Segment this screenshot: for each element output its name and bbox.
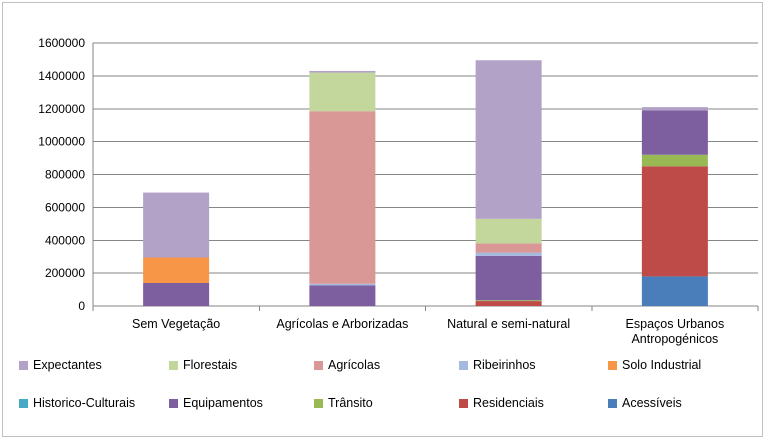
y-tick-label: 200000: [45, 266, 85, 280]
legend-item: Solo Industrial: [608, 358, 701, 372]
legend-item: Florestais: [169, 358, 237, 372]
x-category-label: Sem Vegetação: [132, 317, 220, 331]
legend-label: Expectantes: [33, 358, 102, 372]
legend-item: Historico-Culturais: [19, 396, 135, 410]
bar-segment: [475, 218, 542, 244]
legend-item: Equipamentos: [169, 396, 263, 410]
y-tick-label: 1400000: [38, 69, 85, 83]
legend-item: Expectantes: [19, 358, 102, 372]
legend-label: Acessíveis: [622, 396, 682, 410]
legend-swatch: [459, 360, 468, 370]
bar-segment: [641, 154, 708, 167]
legend-swatch: [459, 398, 468, 408]
bar-segment: [641, 276, 708, 306]
legend-item: Residenciais: [459, 396, 544, 410]
y-tick-label: 1200000: [38, 102, 85, 116]
stacked-bar-chart: 0 200000 400000 600000 800000 1000000 1200000 1…: [38, 36, 759, 346]
x-category-label: Espaços Urbanos Antropogénicos: [626, 317, 725, 346]
bar-segment: [309, 70, 376, 73]
y-tick-label: 1600000: [38, 36, 85, 50]
bar-segment: [143, 257, 210, 283]
bar-segment: [143, 192, 210, 258]
bar-segment: [641, 110, 708, 155]
legend-swatch: [608, 360, 617, 370]
bar-segment: [641, 166, 708, 277]
chart-legend: Expectantes Florestais Agrícolas Ribeirinho…: [19, 358, 759, 428]
legend-label: Agrícolas: [328, 358, 381, 372]
legend-item: Agrícolas: [314, 358, 380, 372]
x-category-label: Agrícolas e Arborizadas: [276, 317, 408, 331]
legend-swatch: [169, 360, 178, 370]
bar-segment: [309, 285, 376, 306]
legend-label: Historico-Culturais: [33, 396, 136, 410]
y-tick-label: 600000: [45, 200, 85, 214]
legend-swatch: [314, 398, 323, 408]
bar-segment: [475, 301, 542, 306]
y-tick-label: 800000: [45, 168, 85, 182]
legend-label: Residenciais: [473, 396, 544, 410]
legend-item: Trânsito: [314, 396, 373, 410]
bar-segment: [309, 111, 376, 284]
legend-label: Florestais: [183, 358, 238, 372]
bar-segment: [309, 72, 376, 112]
bar-segment: [309, 283, 376, 286]
legend-item: Ribeirinhos: [459, 358, 536, 372]
chart-frame: 0 200000 400000 600000 800000 1000000 1200000 1…: [2, 2, 763, 437]
y-tick-label: 0: [78, 299, 85, 313]
bar-segment: [475, 255, 542, 301]
bar-segment: [143, 282, 210, 306]
legend-swatch: [314, 360, 323, 370]
legend-swatch: [19, 398, 28, 408]
legend-label: Ribeirinhos: [473, 358, 536, 372]
legend-swatch: [19, 360, 28, 370]
bar-segment: [475, 252, 542, 256]
legend-label: Equipamentos: [183, 396, 263, 410]
legend-swatch: [169, 398, 178, 408]
y-tick-label: 400000: [45, 233, 85, 247]
legend-label: Trânsito: [328, 396, 373, 410]
x-category-label: Natural e semi-natural: [447, 317, 570, 331]
bar-segment: [475, 243, 542, 253]
legend-item: Acessíveis: [608, 396, 682, 410]
legend-swatch: [608, 398, 617, 408]
y-tick-label: 1000000: [38, 135, 85, 149]
legend-label: Solo Industrial: [622, 358, 702, 372]
bar-segment: [475, 300, 542, 302]
bar-segment: [641, 107, 708, 111]
bar-segment: [475, 60, 542, 219]
